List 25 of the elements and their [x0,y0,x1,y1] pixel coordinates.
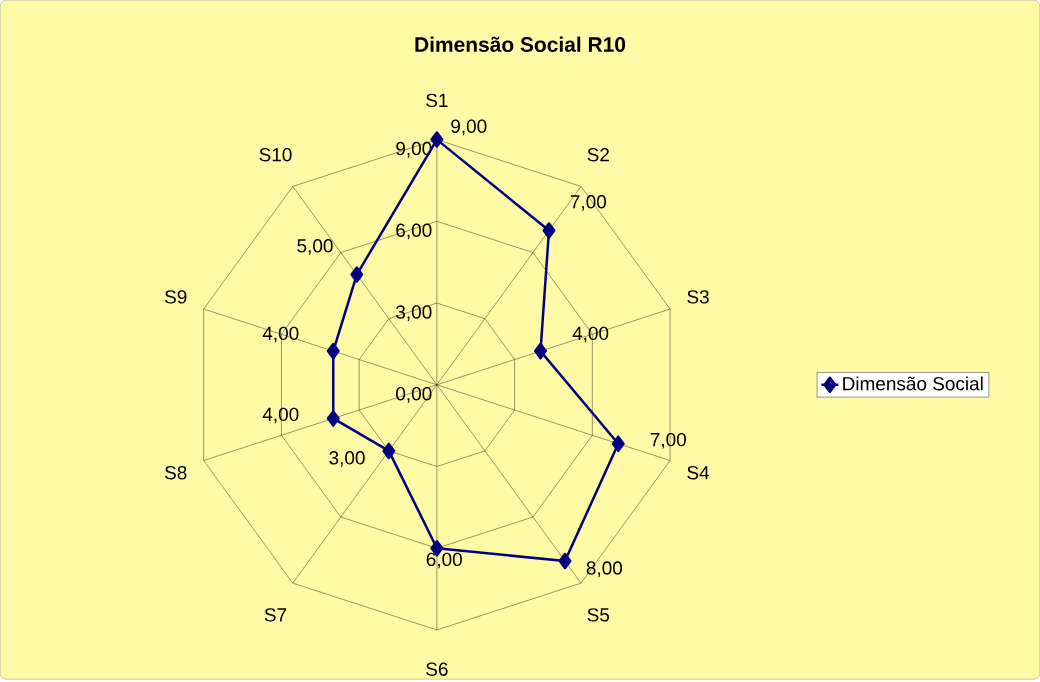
y-tick-label: 6,00 [396,223,432,240]
y-tick-label: 0,00 [396,386,432,403]
data-label: 7,00 [650,432,686,449]
spoke-label: S4 [687,465,710,480]
spoke-label: S6 [426,662,448,676]
spoke-label: S5 [587,608,610,622]
data-label: 5,00 [297,238,333,255]
y-tick-label: 3,00 [396,305,432,321]
data-label: 4,00 [262,407,299,424]
data-label: 8,00 [586,561,623,577]
spoke-label: S2 [587,147,609,162]
spoke-label: S1 [426,93,448,107]
data-label: 4,00 [262,326,299,343]
data-label: 6,00 [426,552,462,569]
chart-title: Dimensão Social R10 [415,36,626,52]
data-label: 4,00 [572,326,609,343]
data-label: 9,00 [451,119,487,136]
legend-label: Dimensão Social [843,376,983,391]
spoke-label: S10 [259,147,292,162]
spoke-label: S7 [264,608,287,622]
spoke-label: S8 [164,465,187,480]
spoke-label: S3 [687,290,709,304]
data-label: 7,00 [570,194,607,211]
spoke-label: S9 [164,290,187,304]
data-label: 3,00 [329,451,365,467]
